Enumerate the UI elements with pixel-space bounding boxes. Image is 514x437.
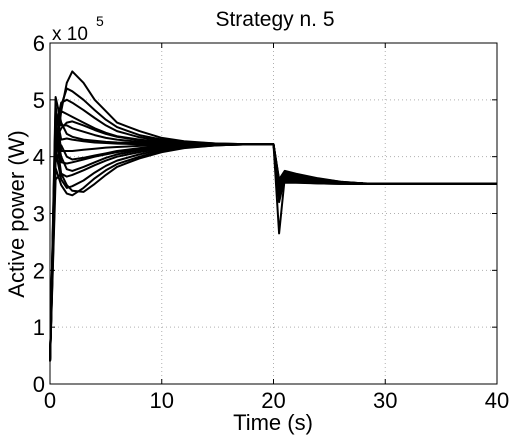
x-tick-label: 20 xyxy=(261,388,285,413)
data-lines xyxy=(49,70,497,362)
y-axis-label: Active power (W) xyxy=(4,130,29,297)
series-line-16 xyxy=(49,127,497,362)
y-multiplier-base: x 10 xyxy=(52,24,88,45)
y-axis-multiplier: x 10 5 xyxy=(52,13,104,45)
x-tick-label: 30 xyxy=(373,388,397,413)
y-multiplier-exponent: 5 xyxy=(96,13,104,29)
y-tick-label: 0 xyxy=(33,372,45,397)
grid-lines xyxy=(50,43,497,384)
x-axis: 0 10 20 30 40 xyxy=(44,43,509,413)
x-axis-label: Time (s) xyxy=(233,410,313,435)
chart-title: Strategy n. 5 xyxy=(215,8,334,31)
y-tick-label: 3 xyxy=(33,202,45,227)
x-tick-label: 10 xyxy=(150,388,174,413)
y-tick-label: 6 xyxy=(33,31,45,56)
x-tick-label: 40 xyxy=(485,388,509,413)
y-tick-label: 5 xyxy=(33,88,45,113)
y-axis: 0 1 2 3 4 5 6 xyxy=(33,31,497,397)
y-tick-label: 4 xyxy=(33,145,45,170)
x-tick-label: 0 xyxy=(44,388,56,413)
y-tick-label: 2 xyxy=(33,258,45,283)
y-tick-label: 1 xyxy=(33,315,45,340)
